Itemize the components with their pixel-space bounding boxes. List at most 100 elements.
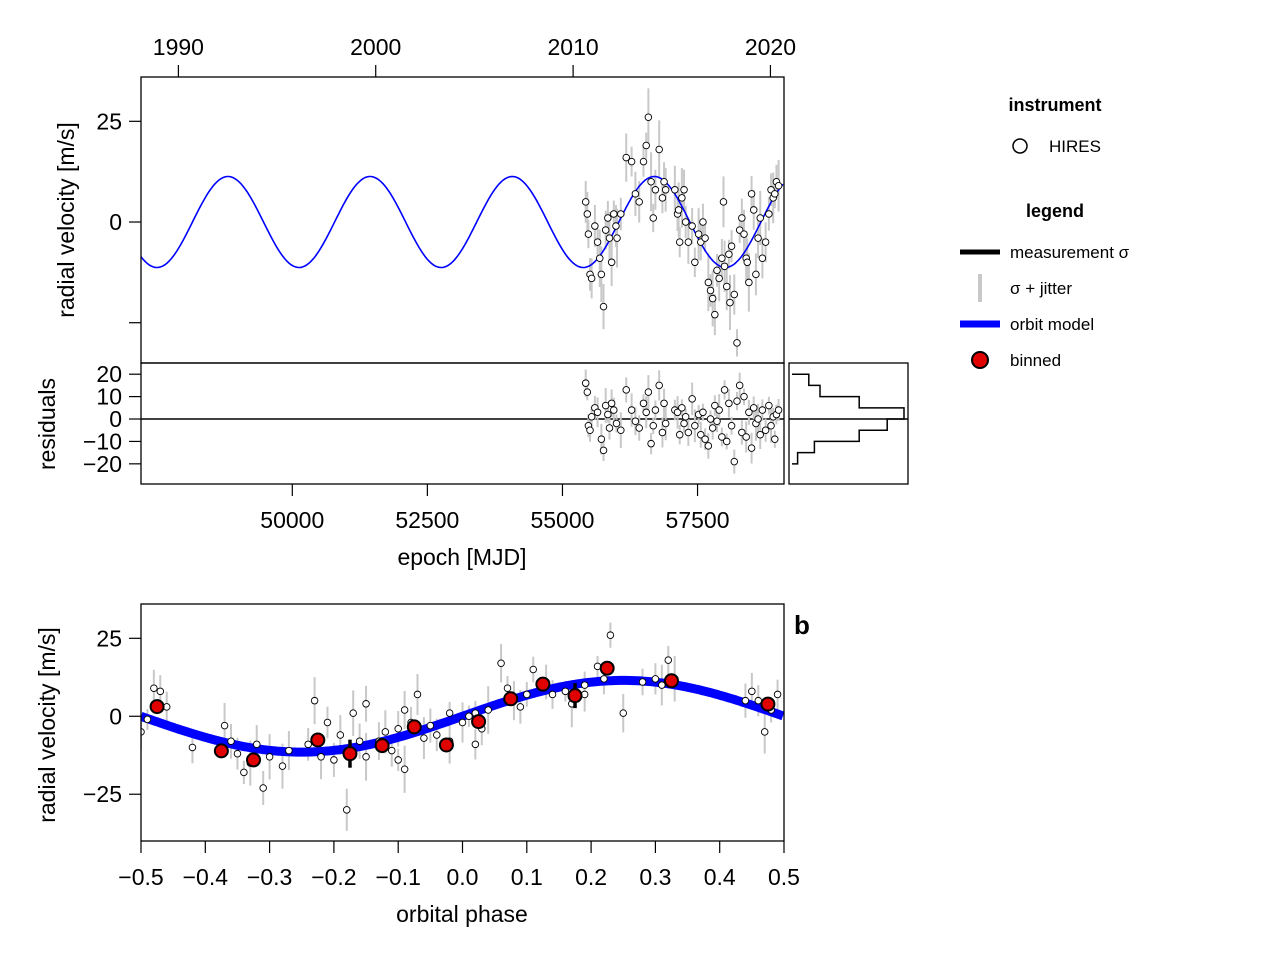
epoch-x-label: epoch [MJD] xyxy=(397,544,526,570)
phase-point xyxy=(310,696,319,705)
binned-point xyxy=(149,699,165,715)
phase-point xyxy=(413,690,422,699)
phase-point xyxy=(388,746,396,755)
rv-epoch-point xyxy=(745,278,753,287)
phase-point xyxy=(600,675,608,683)
residual-point xyxy=(756,430,764,439)
phase-point xyxy=(381,728,390,736)
year-tick-label: 2010 xyxy=(548,34,599,60)
phase-point xyxy=(150,684,158,692)
residual-point xyxy=(749,404,758,412)
residual-y-tick-label: 10 xyxy=(96,384,122,410)
rv-epoch-point xyxy=(635,198,643,206)
residual-point xyxy=(691,421,699,430)
phase-point xyxy=(355,737,364,745)
residual-point xyxy=(658,428,667,437)
rv-epoch-point xyxy=(601,226,610,234)
residual-point xyxy=(642,408,650,417)
phase-point xyxy=(285,746,293,755)
rv-epoch-point xyxy=(749,206,758,214)
residual-point xyxy=(647,439,655,448)
residual-point xyxy=(771,435,779,443)
residual-point xyxy=(627,406,636,414)
rv-epoch-point xyxy=(684,238,693,246)
residual-point xyxy=(593,408,602,417)
phase-x-tick-label: −0.5 xyxy=(118,864,163,890)
phase-point xyxy=(458,718,467,727)
rv-epoch-point xyxy=(649,214,657,222)
residual-point xyxy=(583,388,592,396)
residual-point xyxy=(651,406,660,414)
residual-point xyxy=(607,399,616,408)
rv-epoch-point xyxy=(758,254,767,263)
rv-epoch-point xyxy=(581,198,590,206)
rv-epoch-point xyxy=(607,258,616,267)
binned-point xyxy=(503,691,519,707)
residual-point xyxy=(644,388,653,396)
residual-point xyxy=(610,406,618,414)
rv-epoch-point xyxy=(747,190,756,198)
legend-measurement-label: measurement σ xyxy=(1010,243,1130,262)
phase-point xyxy=(606,631,615,639)
year-axis-ticks: 1990 2000 2010 2020 xyxy=(153,34,796,77)
rv-epoch-point xyxy=(658,194,667,202)
residual-point xyxy=(661,419,670,428)
rv-epoch-point xyxy=(605,234,614,242)
epoch-tick-label: 52500 xyxy=(395,507,459,533)
rv-epoch-point xyxy=(678,194,686,202)
residual-point xyxy=(697,430,705,439)
residual-point xyxy=(635,424,643,432)
legend-hires-label: HIRES xyxy=(1049,137,1101,156)
binned-point xyxy=(760,696,776,712)
phase-point xyxy=(141,728,145,736)
residual-point xyxy=(649,421,657,430)
residuals-frame xyxy=(140,362,785,485)
residual-point xyxy=(701,435,709,443)
rv-epoch-orbit-model xyxy=(141,175,784,269)
rv-epoch-point xyxy=(738,214,746,222)
phase-point xyxy=(330,756,338,764)
phase-point xyxy=(516,703,525,711)
phase-point xyxy=(741,696,750,705)
residual-y-tick-label: 0 xyxy=(109,406,122,432)
phase-x-tick-label: 0.1 xyxy=(511,864,543,890)
phase-point xyxy=(317,753,325,761)
legend-model-label: orbit model xyxy=(1010,315,1094,334)
phase-x-tick-label: −0.3 xyxy=(247,864,292,890)
rv-epoch-point xyxy=(631,190,640,198)
phase-x-tick-label: −0.4 xyxy=(183,864,229,890)
rv-epoch-point xyxy=(752,270,760,279)
residual-point xyxy=(631,417,640,426)
residual-point xyxy=(742,433,750,441)
residual-point xyxy=(655,381,663,390)
phase-point xyxy=(664,656,673,664)
rv-epoch-point xyxy=(661,186,670,194)
phase-point xyxy=(619,709,628,717)
year-tick-label: 2000 xyxy=(350,34,401,60)
residual-point xyxy=(660,399,668,408)
residual-point xyxy=(745,408,753,417)
residual-y-tick-label: 20 xyxy=(96,361,122,387)
rv-epoch-points xyxy=(581,113,783,347)
rv-epoch-y-label: radial velocity [m/s] xyxy=(53,122,79,318)
rv-epoch-point xyxy=(691,258,699,267)
phase-point xyxy=(548,690,557,699)
residual-point xyxy=(738,428,746,437)
legend-binned-label: binned xyxy=(1010,351,1061,370)
phase-y-tick-label: −25 xyxy=(83,781,122,807)
phase-point xyxy=(220,721,229,730)
phase-y-tick-label: 25 xyxy=(96,625,122,651)
phase-point xyxy=(400,706,409,714)
rv-epoch-point xyxy=(660,177,668,186)
rv-epoch-point xyxy=(708,294,717,303)
binned-point xyxy=(342,746,358,762)
phase-point xyxy=(394,724,402,733)
phase-point xyxy=(420,734,428,742)
rv-epoch-point xyxy=(681,218,690,226)
phase-point xyxy=(188,743,197,752)
residual-point xyxy=(735,381,744,390)
rv-epoch-point xyxy=(671,186,679,194)
